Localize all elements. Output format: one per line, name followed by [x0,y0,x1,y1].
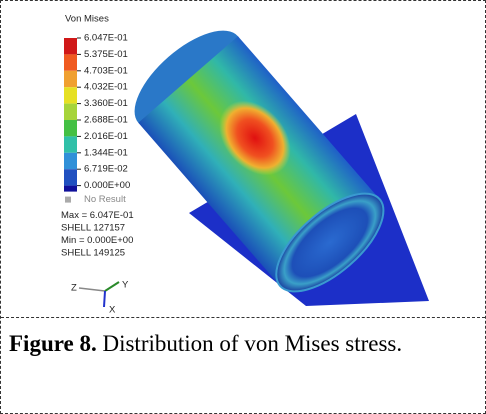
legend-swatch [64,104,77,120]
legend-swatch [64,38,77,54]
no-result: No Result [84,194,126,205]
legend-level: 0.000E+00 [84,180,130,191]
legend: 6.047E-01 5.375E-01 4.703E-01 4.032E-01 3.36… [61,33,134,259]
legend-level: 6.047E-01 [84,33,128,44]
legend-swatch [64,71,77,87]
legend-swatch [64,186,77,192]
separator [1,317,485,318]
legend-level: 4.703E-01 [84,65,128,76]
legend-level: 2.688E-01 [84,115,128,126]
figure: Von Mises 6.047E-01 5.375E-01 4.703E-01 4.0… [1,1,485,317]
axis-z: Z [71,283,77,294]
legend-swatch [64,120,77,136]
no-result-swatch [65,197,71,203]
legend-swatch [64,153,77,169]
legend-title: Von Mises [65,14,109,25]
legend-info: Min = 0.000E+00 [61,235,133,246]
caption: Figure 8. Distribution of von Mises stre… [9,327,439,360]
legend-info: SHELL 149125 [61,248,125,259]
legend-level: 1.344E-01 [84,147,128,158]
axis-x: X [109,305,116,316]
caption-text: Distribution of von Mises stress. [102,331,402,356]
legend-level: 6.719E-02 [84,164,128,175]
legend-level: 5.375E-01 [84,49,128,60]
page: Von Mises 6.047E-01 5.375E-01 4.703E-01 4.0… [0,0,486,414]
axis-y: Y [122,280,129,291]
legend-swatch [64,169,77,185]
legend-level: 2.016E-01 [84,131,128,142]
caption-label: Figure 8. [9,331,97,356]
legend-level: 3.360E-01 [84,98,128,109]
legend-info: SHELL 127157 [61,223,125,234]
legend-swatch [64,87,77,103]
legend-swatch [64,54,77,70]
axis-triad: Z Y X [71,280,129,316]
legend-info: Max = 6.047E-01 [61,210,134,221]
legend-level: 4.032E-01 [84,82,128,93]
legend-swatch [64,136,77,152]
